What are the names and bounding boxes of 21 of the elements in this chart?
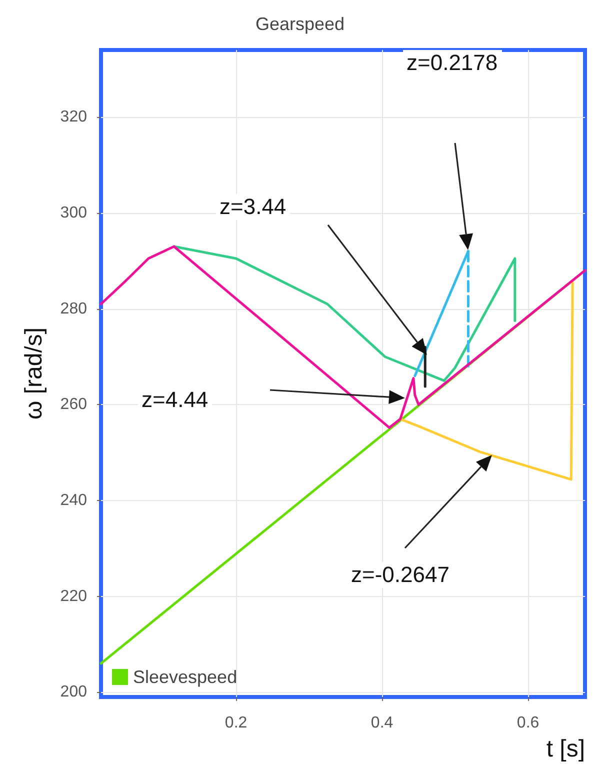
x-tick-label: 0.6 [516, 714, 540, 732]
x-tick-label: 0.2 [224, 714, 248, 732]
y-tick-label: 260 [60, 396, 88, 414]
line-series [172, 245, 516, 382]
annotation: z=4.44 [138, 387, 212, 413]
y-tick-label: 200 [60, 684, 88, 701]
y-axis-title: ω [rad/s] [20, 327, 48, 420]
legend-label: Sleevespeed [133, 667, 238, 687]
y-tick-label: 220 [60, 588, 88, 605]
chart-title: Gearspeed [255, 14, 345, 34]
y-tick-label: 300 [60, 204, 88, 222]
annotation: z=-0.2647 [347, 562, 454, 588]
x-axis-title: t [s] [546, 736, 585, 762]
y-tick-label: 320 [60, 108, 88, 126]
annotation: z=3.44 [216, 194, 290, 220]
y-tick-label: 280 [60, 300, 88, 318]
y-tick-label: 240 [60, 492, 88, 510]
annotation: z=0.2178 [402, 50, 502, 76]
x-tick-label: 0.4 [370, 714, 394, 732]
line-series [100, 245, 586, 429]
line-series [399, 280, 574, 481]
